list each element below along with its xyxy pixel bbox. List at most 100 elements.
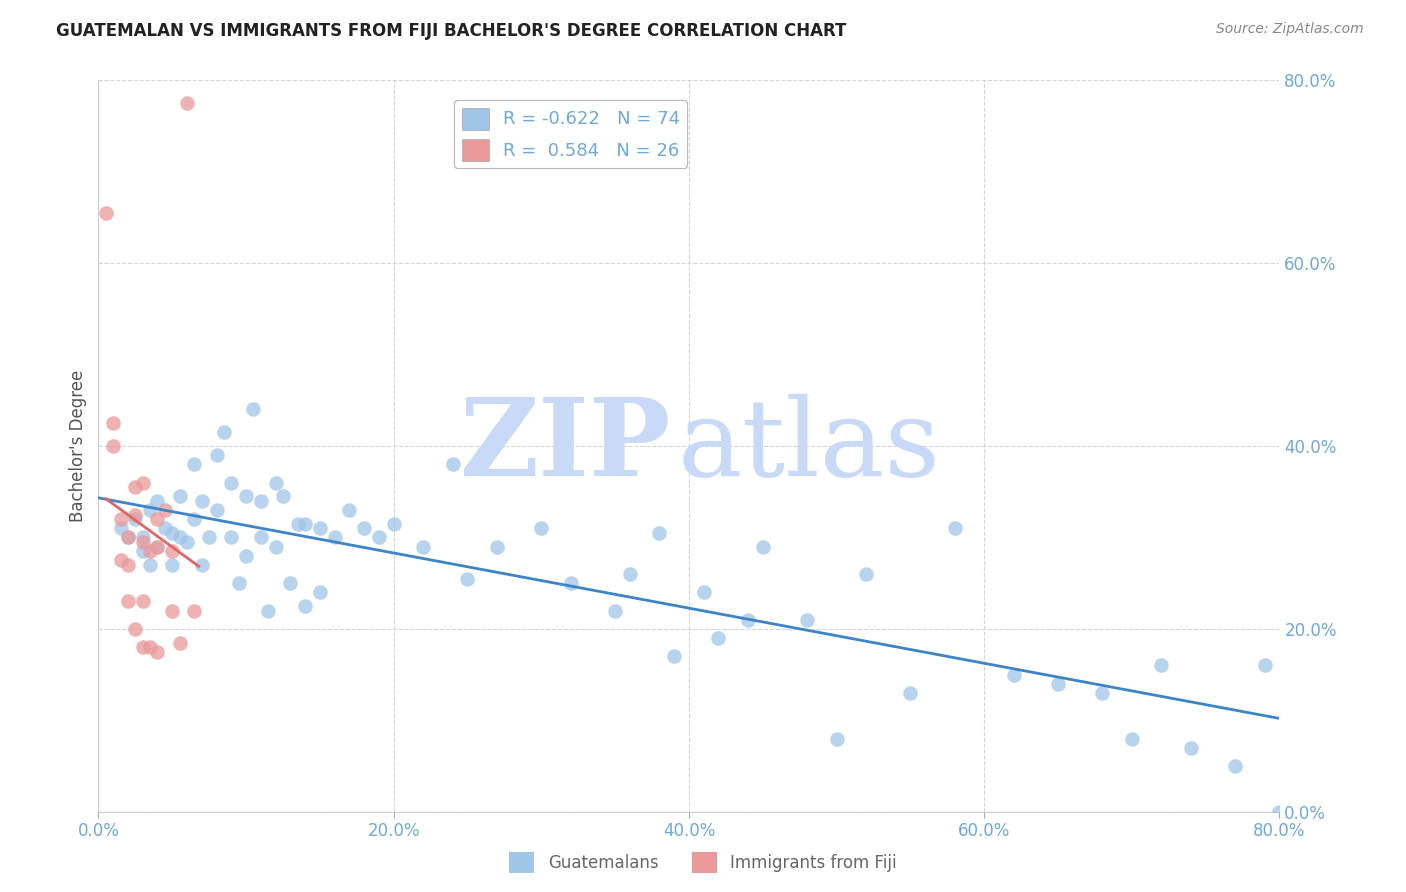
Point — [900, 686, 922, 700]
Point — [382, 516, 405, 531]
Point — [124, 622, 146, 636]
Point — [132, 594, 155, 608]
Y-axis label: Bachelor's Degree: Bachelor's Degree — [69, 370, 87, 522]
Point — [153, 503, 176, 517]
Point — [117, 594, 139, 608]
Text: GUATEMALAN VS IMMIGRANTS FROM FIJI BACHELOR'S DEGREE CORRELATION CHART: GUATEMALAN VS IMMIGRANTS FROM FIJI BACHE… — [56, 22, 846, 40]
Point — [176, 96, 198, 111]
Legend: Guatemalans, Immigrants from Fiji: Guatemalans, Immigrants from Fiji — [503, 846, 903, 880]
Point — [124, 512, 146, 526]
Point — [103, 416, 125, 430]
Point — [619, 567, 641, 582]
Point — [664, 649, 686, 664]
Point — [707, 631, 730, 645]
Point — [132, 640, 155, 655]
Point — [183, 457, 205, 471]
Point — [162, 525, 183, 540]
Point — [796, 613, 818, 627]
Point — [153, 521, 176, 535]
Point — [1268, 805, 1291, 819]
Point — [183, 512, 205, 526]
Point — [250, 494, 273, 508]
Point — [264, 475, 287, 490]
Point — [191, 558, 214, 572]
Point — [169, 635, 191, 649]
Point — [132, 530, 155, 544]
Point — [103, 439, 125, 453]
Point — [530, 521, 553, 535]
Point — [825, 731, 848, 746]
Point — [117, 558, 139, 572]
Point — [212, 425, 235, 440]
Text: atlas: atlas — [678, 393, 941, 499]
Point — [486, 540, 509, 554]
Point — [648, 525, 671, 540]
Point — [169, 489, 191, 503]
Point — [162, 603, 183, 617]
Point — [605, 603, 627, 617]
Point — [132, 535, 155, 549]
Point — [146, 512, 169, 526]
Point — [560, 576, 582, 591]
Point — [205, 448, 228, 462]
Point — [183, 603, 205, 617]
Point — [1121, 731, 1143, 746]
Point — [457, 572, 479, 586]
Point — [132, 544, 155, 558]
Point — [146, 494, 169, 508]
Point — [1091, 686, 1114, 700]
Point — [294, 599, 316, 613]
Point — [110, 521, 132, 535]
Point — [235, 549, 257, 563]
Point — [110, 512, 132, 526]
Point — [162, 544, 183, 558]
Point — [228, 576, 250, 591]
Point — [412, 540, 434, 554]
Point — [280, 576, 302, 591]
Point — [1002, 667, 1025, 681]
Point — [94, 206, 117, 220]
Point — [309, 585, 332, 599]
Point — [693, 585, 716, 599]
Point — [309, 521, 332, 535]
Point — [264, 540, 287, 554]
Point — [1225, 759, 1247, 773]
Point — [242, 402, 264, 417]
Point — [1254, 658, 1277, 673]
Point — [752, 540, 775, 554]
Point — [117, 530, 139, 544]
Point — [132, 475, 155, 490]
Point — [221, 530, 243, 544]
Point — [139, 544, 162, 558]
Point — [198, 530, 221, 544]
Point — [124, 480, 146, 494]
Point — [146, 540, 169, 554]
Point — [191, 494, 214, 508]
Point — [205, 503, 228, 517]
Point — [1046, 676, 1070, 690]
Text: ZIP: ZIP — [460, 393, 671, 499]
Point — [353, 521, 375, 535]
Point — [162, 558, 183, 572]
Point — [139, 640, 162, 655]
Point — [257, 603, 280, 617]
Point — [943, 521, 966, 535]
Point — [124, 508, 146, 522]
Legend: R = -0.622   N = 74, R =  0.584   N = 26: R = -0.622 N = 74, R = 0.584 N = 26 — [454, 100, 688, 168]
Text: Source: ZipAtlas.com: Source: ZipAtlas.com — [1216, 22, 1364, 37]
Point — [323, 530, 346, 544]
Point — [139, 503, 162, 517]
Point — [169, 530, 191, 544]
Point — [339, 503, 361, 517]
Point — [176, 535, 198, 549]
Point — [1150, 658, 1173, 673]
Point — [1180, 740, 1202, 755]
Point — [368, 530, 391, 544]
Point — [737, 613, 759, 627]
Point — [117, 530, 139, 544]
Point — [146, 645, 169, 659]
Point — [146, 540, 169, 554]
Point — [221, 475, 243, 490]
Point — [235, 489, 257, 503]
Point — [294, 516, 316, 531]
